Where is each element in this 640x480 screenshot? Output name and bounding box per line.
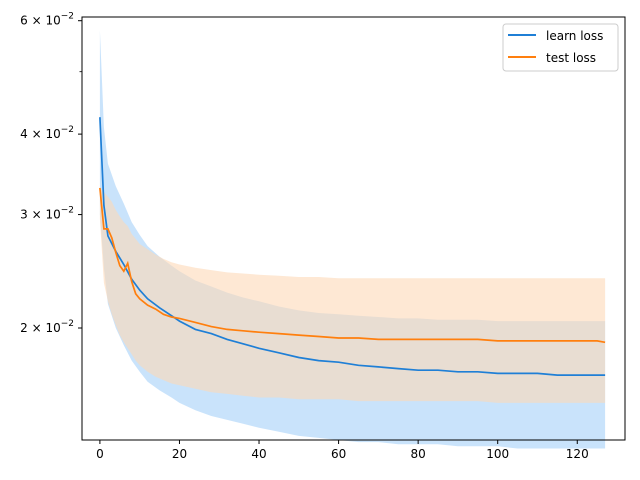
legend-label-test-loss: test loss [546, 51, 596, 65]
x-axis: 0 20 40 60 80 100 120 [96, 440, 589, 461]
y-axis: 2 × 10−2 3 × 10−2 4 × 10−2 6 × 10−2 [20, 12, 82, 335]
x-tick-label: 60 [331, 447, 346, 461]
x-tick-label: 120 [566, 447, 589, 461]
x-tick-label: 80 [411, 447, 426, 461]
y-tick-label: 4 × 10−2 [20, 125, 74, 141]
test-loss-band [99, 187, 606, 403]
y-tick-label: 2 × 10−2 [20, 319, 74, 335]
test-loss-line [99, 187, 606, 344]
x-tick-label: 40 [251, 447, 266, 461]
x-tick-label: 0 [96, 447, 104, 461]
x-tick-label: 100 [486, 447, 509, 461]
loss-lines [99, 117, 606, 376]
y-tick-label: 6 × 10−2 [20, 12, 74, 28]
legend-label-learn-loss: learn loss [546, 29, 603, 43]
y-tick-label: 3 × 10−2 [20, 206, 74, 222]
x-tick-label: 20 [172, 447, 187, 461]
plot-frame [81, 16, 626, 441]
confidence-bands [99, 30, 606, 449]
learn-loss-line [99, 117, 606, 376]
legend: learn loss test loss [502, 23, 619, 72]
